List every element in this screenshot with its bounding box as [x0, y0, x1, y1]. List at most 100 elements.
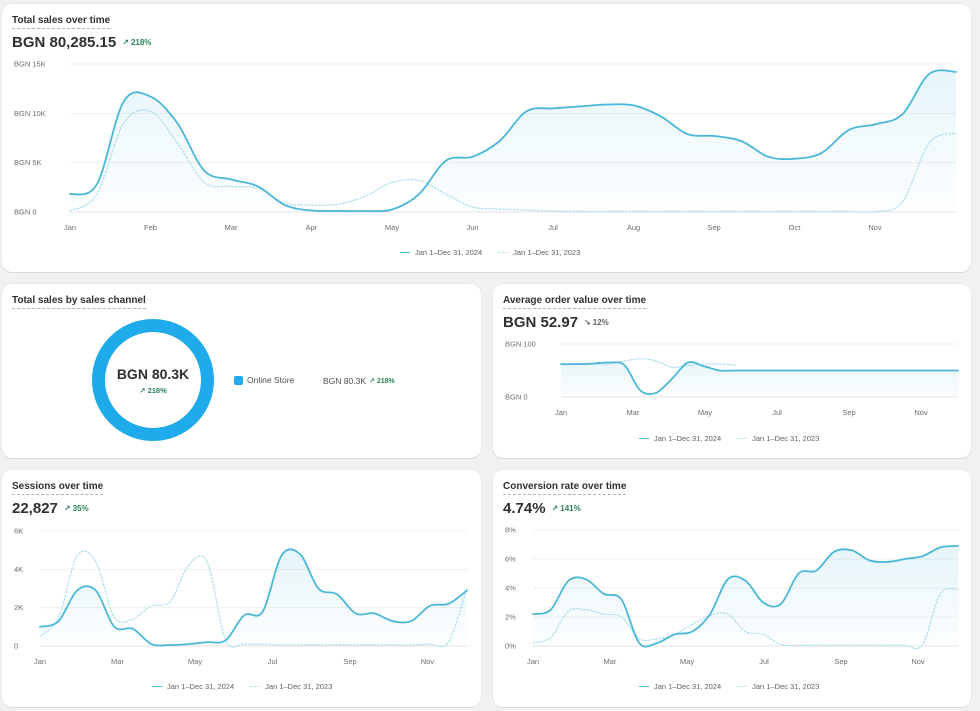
aov-series-2024-line: [560, 361, 959, 396]
aov-y-tick: BGN 100: [505, 340, 536, 349]
sales-x-tick: Jun: [466, 223, 478, 232]
aov-x-tick: Sep: [842, 408, 855, 417]
donut-svg: [92, 319, 214, 441]
sales-x-tick: Feb: [144, 223, 157, 232]
sales-series-2024-line: [69, 69, 957, 213]
sessions-x-tick: Sep: [343, 657, 356, 666]
aov-legend: Jan 1–Dec 31, 2024 Jan 1–Dec 31, 2023: [631, 434, 827, 443]
conversion-x-tick: May: [680, 657, 694, 666]
sales-y-tick: BGN 0: [14, 208, 37, 217]
conversion-x-tick: Mar: [604, 657, 617, 666]
online-store-swatch: [234, 375, 243, 385]
conversion-value: 4.74%: [503, 500, 546, 517]
sessions-delta: ↗ 35%: [64, 504, 89, 514]
aov-series-2024-area: [561, 361, 958, 397]
legend-item-2023[interactable]: Jan 1–Dec 31, 2023: [250, 682, 332, 691]
sessions-x-tick: Nov: [421, 657, 435, 666]
conversion-chart[interactable]: 0% 2% 4% 6% 8% Jan Mar May Jul Sep Nov: [493, 470, 971, 707]
legend-label-2023: Jan 1–Dec 31, 2023: [752, 434, 820, 443]
aov-title[interactable]: Average order value over time: [503, 295, 647, 309]
conversion-series-2023-line: [532, 587, 959, 650]
sessions-x-tick: Jan: [34, 657, 46, 666]
legend-label-2024: Jan 1–Dec 31, 2024: [654, 682, 722, 691]
conversion-title[interactable]: Conversion rate over time: [503, 481, 627, 495]
dotted-line-icon: [737, 438, 748, 439]
dotted-line-icon: [498, 252, 509, 253]
sessions-chart[interactable]: 0 2K 4K 6K Jan Mar May Jul Sep Nov: [2, 470, 481, 707]
donut-ring-online-store[interactable]: [92, 319, 214, 441]
legend-item-2023[interactable]: Jan 1–Dec 31, 2023: [737, 434, 819, 443]
sessions-y-tick: 4K: [14, 565, 23, 574]
total-sales-metric: BGN 80,285.15 ↗ 218%: [12, 34, 151, 52]
legend-item-2024[interactable]: Jan 1–Dec 31, 2024: [152, 682, 234, 691]
total-sales-title[interactable]: Total sales over time: [12, 15, 111, 29]
sales-x-tick: Aug: [627, 223, 640, 232]
total-sales-chart[interactable]: BGN 0 BGN 5K BGN 10K BGN 15K Jan Feb Mar Apr May…: [2, 4, 971, 272]
conversion-legend: Jan 1–Dec 31, 2024 Jan 1–Dec 31, 2023: [631, 682, 827, 691]
arrow-up-right-icon: ↗: [369, 378, 377, 385]
legend-label-2024: Jan 1–Dec 31, 2024: [167, 682, 235, 691]
conversion-x-tick: Nov: [911, 657, 925, 666]
sales-x-tick: Jan: [64, 223, 76, 232]
aov-delta-text: 12%: [592, 318, 609, 327]
legend-item-2024[interactable]: Jan 1–Dec 31, 2024: [400, 248, 482, 257]
aov-y-tick: BGN 0: [505, 393, 528, 402]
legend-item-2023[interactable]: Jan 1–Dec 31, 2023: [737, 682, 819, 691]
sessions-title[interactable]: Sessions over time: [12, 481, 104, 495]
channel-value-row: BGN 80.3K ↗ 218%: [323, 376, 395, 386]
aov-x-tick: Jan: [555, 408, 567, 417]
sales-y-tick: BGN 15K: [14, 60, 46, 69]
conversion-y-tick: 4%: [505, 584, 516, 593]
conversion-y-tick: 6%: [505, 555, 516, 564]
solid-line-icon: [639, 686, 649, 687]
conversion-delta: ↗ 141%: [552, 504, 581, 514]
arrow-up-right-icon: ↗: [139, 385, 148, 395]
aov-chart[interactable]: BGN 0 BGN 100 Jan Mar May Jul Sep Nov: [493, 284, 971, 458]
solid-line-icon: [400, 252, 410, 253]
donut-center: BGN 80.3K ↗ 218%: [92, 319, 214, 441]
donut-chart[interactable]: BGN 80.3K ↗ 218%: [92, 319, 214, 441]
sales-x-tick: Oct: [789, 223, 802, 232]
legend-item-2024[interactable]: Jan 1–Dec 31, 2024: [639, 434, 721, 443]
solid-line-icon: [152, 686, 162, 687]
conversion-y-tick: 8%: [505, 526, 516, 535]
aov-value: BGN 52.97: [503, 314, 579, 331]
donut-center-delta-text: 218%: [147, 385, 167, 395]
legend-item-2023[interactable]: Jan 1–Dec 31, 2023: [498, 248, 580, 257]
aov-delta: ↘ 12%: [584, 318, 609, 328]
legend-label-2023: Jan 1–Dec 31, 2023: [513, 248, 581, 257]
sales-x-tick: May: [385, 223, 399, 232]
sessions-x-tick: May: [188, 657, 202, 666]
aov-x-tick: Mar: [627, 408, 640, 417]
sales-x-tick: Sep: [707, 223, 720, 232]
arrow-up-right-icon: ↗: [63, 504, 71, 513]
sales-x-tick: Apr: [306, 223, 318, 232]
total-sales-card: Total sales over time BGN 80,285.15 ↗ 21…: [2, 4, 971, 272]
aov-metric: BGN 52.97 ↘ 12%: [503, 314, 609, 332]
sales-y-tick: BGN 10K: [14, 109, 46, 118]
sessions-series-2024-area: [40, 549, 467, 646]
sessions-value: 22,827: [12, 500, 58, 517]
aov-x-tick: Jul: [772, 408, 782, 417]
solid-line-icon: [639, 438, 649, 439]
aov-series-2023-line: [560, 358, 737, 369]
conversion-x-tick: Jan: [527, 657, 539, 666]
conversion-x-tick: Jul: [759, 657, 769, 666]
sales-channel-title[interactable]: Total sales by sales channel: [12, 295, 146, 309]
arrow-down-right-icon: ↘: [584, 318, 591, 327]
sessions-series-2023-line: [39, 550, 468, 648]
legend-item-2024[interactable]: Jan 1–Dec 31, 2024: [639, 682, 721, 691]
channel-delta-text: 218%: [376, 378, 395, 385]
sessions-y-tick: 2K: [14, 603, 23, 612]
total-sales-delta-text: 218%: [130, 38, 152, 47]
legend-label-2024: Jan 1–Dec 31, 2024: [415, 248, 483, 257]
sales-series-2023-line: [69, 109, 957, 213]
conversion-card: Conversion rate over time 4.74% ↗ 141% 0…: [493, 470, 971, 707]
channel-value: BGN 80.3K: [323, 376, 366, 386]
sales-channel-card: Total sales by sales channel BGN 80.3K ↗…: [2, 284, 481, 458]
sessions-y-tick: 6K: [14, 527, 23, 536]
channel-legend[interactable]: Online Store: [234, 375, 294, 385]
sessions-card: Sessions over time 22,827 ↗ 35% 0 2K 4K 6K J…: [2, 470, 481, 707]
legend-label-2023: Jan 1–Dec 31, 2023: [752, 682, 820, 691]
sales-series-2024-area: [70, 70, 956, 212]
